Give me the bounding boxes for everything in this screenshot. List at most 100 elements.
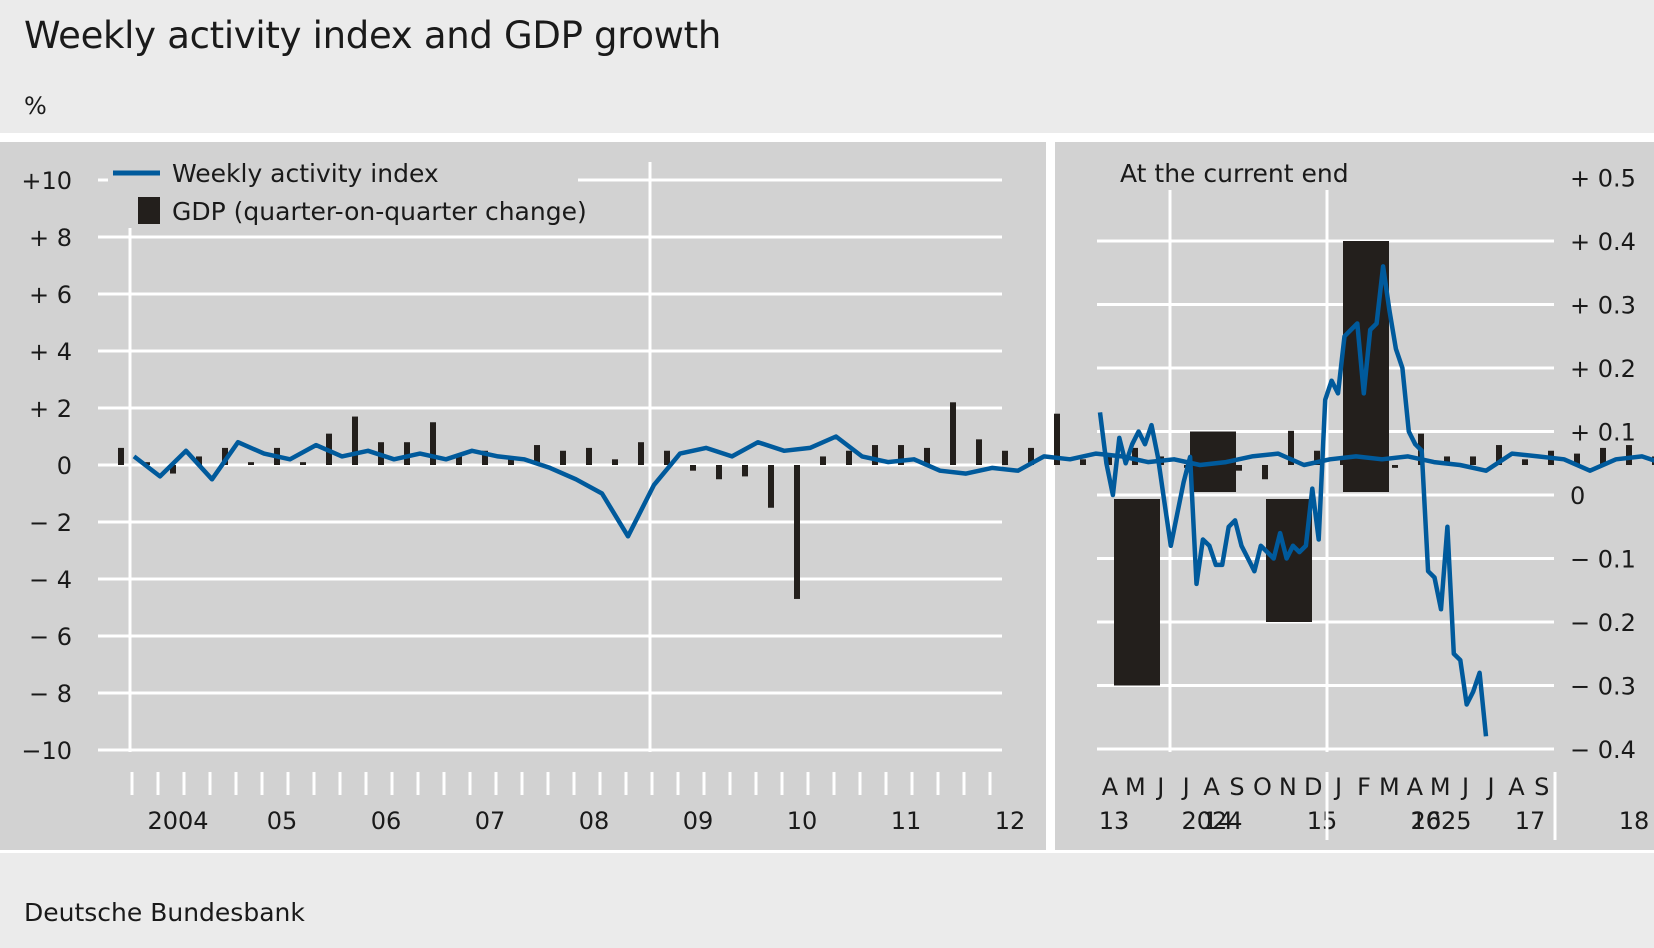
left-gdp-bar [352,416,358,465]
right-month-label: M [1430,773,1451,801]
left-gdp-bar [430,422,436,465]
left-y-tick-label: + 2 [29,395,72,423]
left-gdp-bar [222,447,228,465]
left-y-tick-label: −10 [21,737,72,765]
right-year-label: 2024 [1181,807,1242,835]
left-year-label: 13 [1099,807,1130,835]
source-label: Deutsche Bundesbank [24,898,305,927]
right-month-label: M [1379,773,1400,801]
left-year-label: 2004 [147,807,208,835]
left-gdp-bar [690,465,696,471]
left-gdp-bar [612,459,618,465]
right-axis-labels: + 0.5 + 0.4 + 0.3 + 0.2 + 0.1 0 − 0.1 − 0.2 − 0.… [1102,165,1636,840]
right-y-tick-label: + 0.1 [1570,419,1636,447]
left-year-label: 18 [1619,807,1650,835]
left-gdp-bar [872,445,878,465]
left-gdp-bar [482,450,488,465]
right-month-label: A [1102,773,1119,801]
right-month-label: N [1279,773,1297,801]
left-year-label: 08 [579,807,610,835]
right-y-tick-label: + 0.4 [1570,228,1636,256]
right-y-tick-label: − 0.4 [1570,736,1636,764]
left-gdp-bar [768,465,774,508]
right-y-tick-label: 0 [1570,482,1585,510]
left-gdp-bar [118,447,124,465]
left-gdp-bar [1106,456,1112,465]
left-gdp-bar [716,465,722,480]
right-month-label: A [1508,773,1525,801]
right-month-label: J [1155,773,1164,801]
left-gdp-bar [1002,450,1008,465]
left-gdp-bar [1132,447,1138,465]
right-activity-line-path [1097,264,1489,737]
left-y-tick-label: − 6 [29,623,72,651]
left-gdp-bar [508,459,514,465]
legend-bar-rest: (quarter-on-quarter change) [234,197,587,226]
right-month-label: S [1229,773,1244,801]
left-gdp-bar [742,465,748,477]
left-gdp-bar [976,439,982,465]
left-y-tick-label: +10 [21,167,72,195]
left-gdp-bar [248,462,254,465]
right-month-label: S [1534,773,1549,801]
left-gdp-bar [846,450,852,465]
right-month-label: J [1333,773,1342,801]
left-gdp-bar [1392,465,1398,468]
legend-bar-label: GDP (quarter-on-quarter change) [172,197,587,226]
right-gdp-bar [1114,499,1160,686]
right-year-label: 2025 [1410,807,1471,835]
right-month-label: D [1304,773,1322,801]
left-year-label: 06 [371,807,402,835]
right-month-label: J [1460,773,1469,801]
left-year-label: 10 [787,807,818,835]
left-gdp-bar [638,442,644,465]
left-y-tick-label: − 2 [29,509,72,537]
left-year-label: 09 [683,807,714,835]
left-year-label: 17 [1515,807,1546,835]
chart-title: Weekly activity index and GDP growth [24,14,721,57]
legend-bar-bold: GDP [172,197,226,226]
left-gdp-bar [1600,447,1606,465]
left-year-label: 11 [891,807,922,835]
left-gdp-bar [196,456,202,465]
left-y-tick-label: + 4 [29,338,72,366]
right-y-tick-label: − 0.2 [1570,609,1636,637]
legend-line-label: Weekly activity index [172,159,439,188]
left-y-tick-label: + 6 [29,281,72,309]
right-y-tick-label: − 0.1 [1570,546,1636,574]
right-month-label: O [1253,773,1272,801]
left-y-tick-label: 0 [57,452,72,480]
left-gdp-bar [1080,459,1086,465]
left-gdp-bar [1054,413,1060,465]
left-gdp-bar [534,445,540,465]
left-gdp-bar [664,450,670,465]
left-gdp-bar [820,456,826,465]
left-year-label: 07 [475,807,506,835]
right-month-label: J [1181,773,1190,801]
left-gdp-bar [560,450,566,465]
legend-background [108,150,578,228]
left-gdp-bar [1574,453,1580,465]
unit-label: % [24,92,47,120]
left-gdp-bar [1522,459,1528,465]
left-gdp-bar [1314,450,1320,465]
left-year-label: 12 [995,807,1026,835]
left-gdp-bar [1262,465,1268,480]
left-gdp-bar [170,465,176,474]
left-year-label: 05 [267,807,298,835]
left-gdp-bar [1288,430,1294,465]
legend: Weekly activity index GDP (quarter-on-qu… [108,150,587,228]
right-month-label: J [1485,773,1494,801]
left-gdp-bar [1028,447,1034,465]
left-gdp-bar [1626,445,1632,465]
right-gridlines [1097,162,1554,752]
left-gdp-bar [924,447,930,465]
left-gdp-bar [586,447,592,465]
left-year-label: 16 [1411,807,1442,835]
right-y-tick-label: + 0.2 [1570,355,1636,383]
left-axis-labels: +10 + 8 + 6 + 4 + 2 0 − 2 − 4 − 6 − 8 −10 2004 05 06 0… [21,167,1650,835]
right-month-label: A [1407,773,1424,801]
left-gdp-bar [1236,465,1242,471]
left-gdp-bar [404,442,410,465]
